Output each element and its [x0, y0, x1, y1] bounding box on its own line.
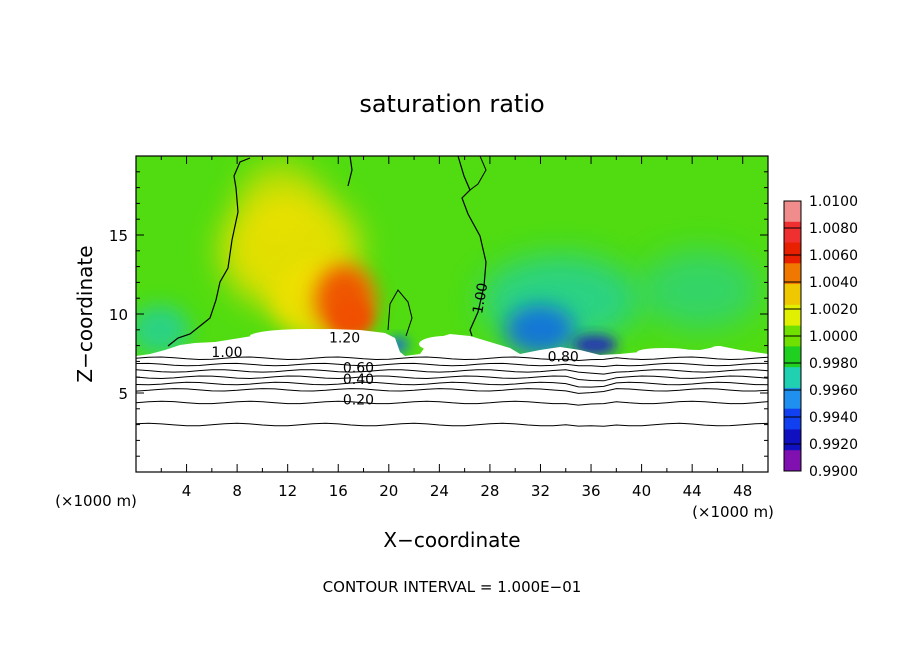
colorbar-swatch	[784, 387, 801, 410]
contour-line-3	[136, 375, 768, 382]
contour-line-5	[136, 388, 768, 394]
colorbar-label: 0.9980	[809, 356, 858, 372]
contour-label: 0.80	[548, 350, 579, 366]
chart-title: saturation ratio	[359, 90, 544, 118]
contour-lines	[136, 356, 768, 427]
contour-label: 0.40	[343, 372, 374, 388]
colorbar-label: 1.0080	[809, 221, 858, 237]
anomaly-hot-3	[332, 300, 372, 336]
contour-interval: CONTOUR INTERVAL = 1.000E−01	[323, 578, 582, 596]
colorbar-swatch	[784, 221, 801, 244]
colorbar-swatch	[784, 408, 801, 430]
colorbar-swatch	[784, 450, 801, 472]
x-tick-label: 44	[683, 482, 702, 500]
contour-line-4	[136, 381, 768, 388]
colorbar-label: 1.0100	[809, 194, 858, 210]
colorbar-label: 1.0060	[809, 248, 858, 264]
anomaly-cold-7	[505, 305, 575, 355]
x-unit-left: (×1000 m)	[55, 492, 137, 510]
anomaly-coldest-8	[573, 335, 617, 355]
x-tick-label: 12	[278, 482, 297, 500]
x-tick-label: 20	[379, 482, 398, 500]
contour-line-6	[136, 400, 768, 406]
x-tick-label: 4	[182, 482, 192, 500]
contour-line-7	[136, 422, 768, 427]
y-axis-label: Z−coordinate	[73, 245, 97, 382]
x-tick-label: 8	[232, 482, 242, 500]
colorbar-swatch	[784, 304, 801, 327]
contour-line-0	[136, 356, 768, 362]
y-tick-label: 10	[109, 306, 128, 324]
colorbar: 1.0100 1.0080 1.0060 1.0040 1.0020 1.0000 0.99…	[783, 194, 858, 480]
anomaly-cool-5	[136, 305, 190, 355]
colorbar-label: 1.0020	[809, 302, 858, 318]
x-tick-label: 16	[329, 482, 348, 500]
contour-1-00-cell	[387, 289, 413, 337]
anomaly-cool-9	[640, 250, 760, 330]
saturation-field	[136, 156, 768, 472]
x-tick-label: 36	[581, 482, 600, 500]
contour-label: 1.00	[211, 345, 242, 361]
anomaly-warm-4	[240, 160, 320, 240]
colorbar-label: 0.9940	[809, 410, 858, 426]
x-unit-right: (×1000 m)	[692, 503, 774, 521]
colorbar-label: 1.0000	[809, 329, 858, 345]
x-axis: 4 8 12 16 20 24 28 32 36 40 44 48	[160, 156, 752, 500]
x-tick-label: 28	[480, 482, 499, 500]
x-tick-label: 48	[733, 482, 752, 500]
contour-1-00-main	[167, 156, 487, 347]
x-tick-label: 32	[531, 482, 550, 500]
colorbar-swatch	[784, 201, 801, 223]
contour-label: 0.20	[343, 392, 374, 408]
contour-line-2	[136, 369, 768, 375]
x-axis-label: X−coordinate	[383, 528, 520, 552]
colorbar-swatch	[784, 263, 801, 285]
contour-label: 1.20	[329, 331, 360, 347]
contour-label: 1.00	[470, 282, 491, 315]
y-tick-label: 15	[109, 227, 128, 245]
y-tick-label: 5	[118, 385, 128, 403]
contour-line-1	[136, 362, 768, 368]
colorbar-label: 0.9920	[809, 437, 858, 453]
colorbar-swatch	[784, 346, 801, 368]
colorbar-label: 0.9900	[809, 464, 858, 480]
colorbar-swatch	[784, 242, 801, 264]
contour-1-00-top-left	[469, 156, 487, 191]
contour-labels: 1.20 1.00 0.600.40 0.20 0.80 1.00	[211, 282, 578, 409]
x-tick-label: 24	[430, 482, 449, 500]
x-tick-label: 40	[632, 482, 651, 500]
colorbar-label: 0.9960	[809, 383, 858, 399]
colorbar-label: 1.0040	[809, 275, 858, 291]
colorbar-swatch	[784, 429, 801, 451]
colorbar-swatch	[784, 367, 801, 389]
y-axis: 5 10 15	[109, 171, 768, 457]
colorbar-swatch	[784, 284, 801, 306]
contour-label: 0.60	[343, 361, 374, 377]
